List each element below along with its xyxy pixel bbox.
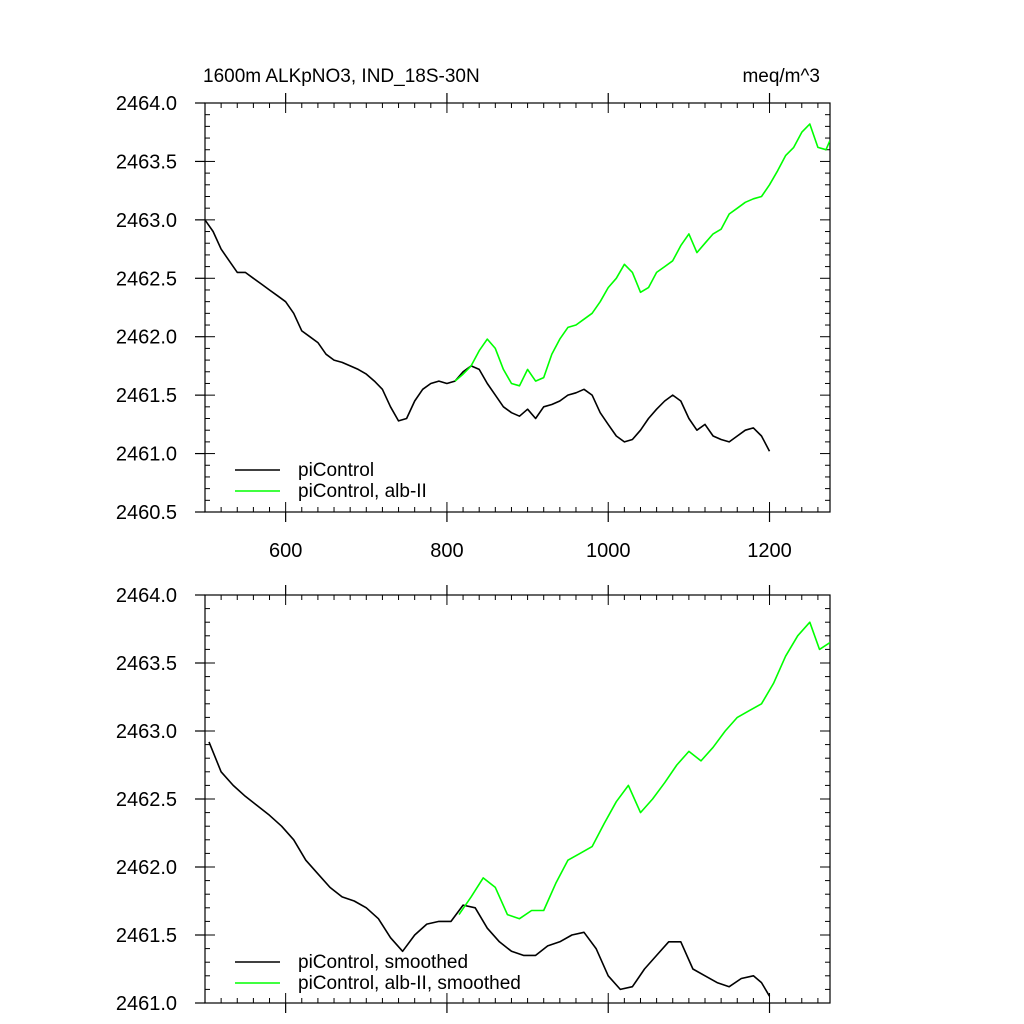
- y-tick-label: 2461.5: [116, 385, 177, 407]
- x-tick-label: 1200: [747, 540, 792, 562]
- y-tick-label: 2463.5: [116, 151, 177, 173]
- legend-label: piControl, alb-II: [298, 481, 427, 502]
- y-tick-label: 2464.0: [116, 585, 177, 607]
- y-tick-label: 2463.0: [116, 721, 177, 743]
- x-tick-label: 600: [269, 540, 302, 562]
- x-tick-label: 800: [430, 540, 463, 562]
- plot-frame: [204, 102, 831, 513]
- top-panel: 600 800 1000 1200 2460.5 2461.0 2461.5 2462.0 24…: [116, 93, 831, 562]
- y-tick-label: 2461.0: [116, 993, 177, 1015]
- series-line-1: [458, 621, 830, 920]
- legend-label: piControl, smoothed: [298, 952, 468, 973]
- y-tick-label: 2461.0: [116, 444, 177, 466]
- units-label: meq/m^3: [742, 66, 820, 87]
- chart-title: 1600m ALKpNO3, IND_18S-30N: [203, 66, 480, 87]
- y-tick-label: 2462.5: [116, 268, 177, 290]
- series-group: [205, 123, 830, 452]
- plot-frame: [204, 594, 831, 1004]
- legend-label: piControl, alb-II, smoothed: [298, 973, 521, 994]
- legend-label: piControl: [298, 460, 374, 481]
- y-tick-label: 2462.5: [116, 789, 177, 811]
- y-tick-label: 2463.0: [116, 210, 177, 232]
- y-tick-label: 2464.0: [116, 93, 177, 115]
- series-group: [208, 621, 830, 997]
- x-tick-label: 1000: [586, 540, 631, 562]
- series-line-1: [454, 123, 830, 387]
- y-tick-label: 2462.0: [116, 327, 177, 349]
- y-tick-label: 2461.5: [116, 925, 177, 947]
- series-line-0: [208, 741, 771, 997]
- series-line-0: [205, 219, 771, 452]
- y-tick-label: 2462.0: [116, 857, 177, 879]
- bottom-panel: 2461.0 2461.5 2462.0 2462.5 2463.0 2463.5 2464…: [116, 585, 831, 1015]
- y-tick-label: 2460.5: [116, 502, 177, 524]
- y-tick-label: 2463.5: [116, 653, 177, 675]
